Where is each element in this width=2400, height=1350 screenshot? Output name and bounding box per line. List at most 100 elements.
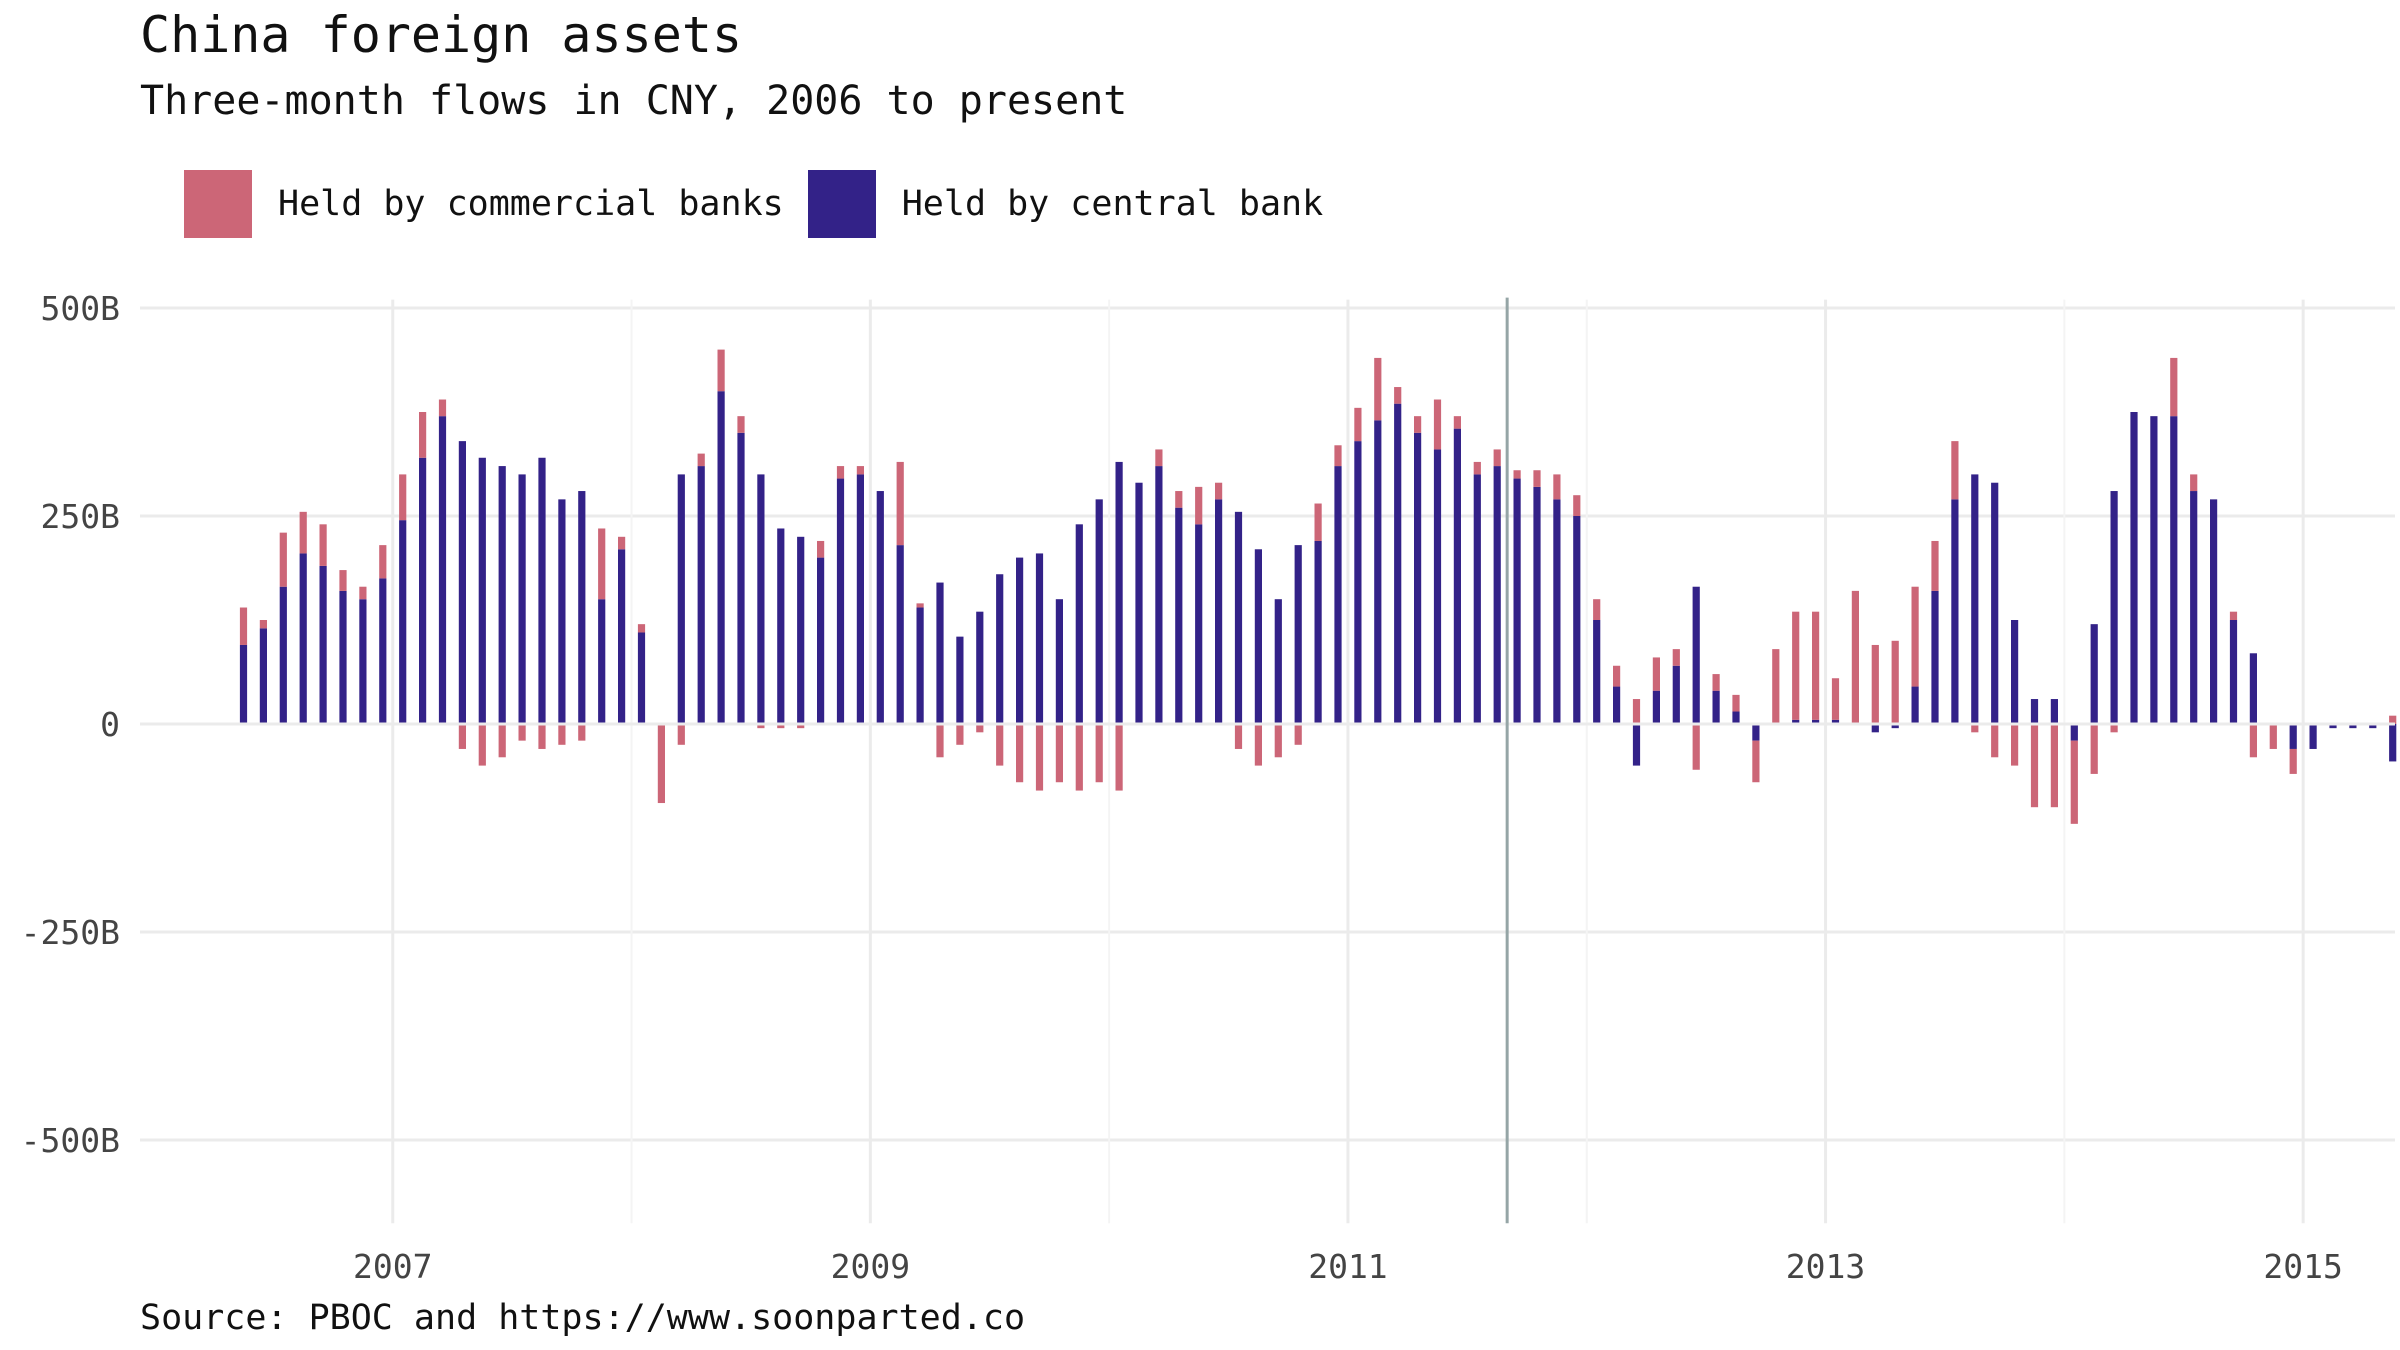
- bar-commercial-banks: [1632, 699, 1641, 724]
- reference-lines: [1505, 297, 1509, 1224]
- bar-commercial-banks: [1414, 416, 1422, 433]
- bar-commercial-banks: [1314, 503, 1322, 541]
- bar-central-bank: [339, 590, 347, 724]
- bar-central-bank: [996, 574, 1004, 724]
- bar-commercial-banks: [1433, 399, 1442, 450]
- bar-central-bank: [2110, 491, 2118, 724]
- legend-swatch-central-bank: [807, 170, 876, 238]
- bar-central-bank: [677, 474, 685, 724]
- x-tick-label: 2009: [831, 1247, 910, 1286]
- bar-central-bank: [1294, 545, 1302, 724]
- bar-commercial-banks: [2011, 724, 2019, 766]
- bar-commercial-banks: [1016, 724, 1024, 783]
- bar-central-bank: [2329, 724, 2337, 729]
- bar-central-bank: [2249, 653, 2257, 724]
- bar-central-bank: [1732, 711, 1740, 724]
- bar-central-bank: [936, 582, 944, 724]
- bar-commercial-banks: [1274, 724, 1282, 758]
- bar-central-bank: [1812, 719, 1820, 724]
- bars-layer: [239, 349, 2397, 824]
- x-tick-label: 2007: [353, 1247, 432, 1286]
- bar-commercial-banks: [1055, 724, 1063, 783]
- bar-central-bank: [578, 491, 586, 724]
- bar-central-bank: [2369, 724, 2377, 729]
- bar-commercial-banks: [1473, 461, 1481, 475]
- bar-commercial-banks: [777, 724, 785, 729]
- bar-central-bank: [259, 628, 267, 724]
- bar-commercial-banks: [1155, 449, 1163, 467]
- bar-commercial-banks: [518, 724, 526, 741]
- bar-central-bank: [836, 478, 845, 724]
- bar-commercial-banks: [558, 724, 566, 745]
- bar-commercial-banks: [2070, 740, 2078, 824]
- bar-commercial-banks: [1652, 657, 1660, 691]
- bar-commercial-banks: [856, 466, 864, 475]
- bar-central-bank: [1175, 507, 1183, 724]
- bar-commercial-banks: [737, 416, 745, 433]
- bar-commercial-banks: [1573, 495, 1581, 516]
- bar-central-bank: [2190, 491, 2198, 724]
- bar-commercial-banks: [1613, 665, 1621, 687]
- bar-central-bank: [1493, 466, 1501, 724]
- bar-commercial-banks: [836, 466, 845, 479]
- bar-central-bank: [1274, 599, 1282, 724]
- bar-commercial-banks: [618, 536, 626, 550]
- bar-commercial-banks: [1513, 470, 1521, 479]
- chart-subtitle: Three-month flows in CNY, 2006 to presen…: [140, 78, 1128, 124]
- bar-central-bank: [359, 599, 367, 724]
- bar-central-bank: [717, 391, 725, 724]
- bar-central-bank: [1035, 553, 1044, 724]
- bar-central-bank: [478, 457, 486, 724]
- bar-central-bank: [1075, 524, 1083, 724]
- bar-commercial-banks: [1931, 540, 1939, 591]
- chart-title: China foreign assets: [140, 6, 743, 64]
- bar-central-bank: [1533, 486, 1541, 724]
- bar-central-bank: [2289, 724, 2297, 749]
- bar-central-bank: [1513, 478, 1521, 724]
- bar-central-bank: [1712, 690, 1720, 724]
- legend-item-central-bank[interactable]: Held by central bank: [807, 170, 1323, 238]
- bar-central-bank: [2070, 724, 2078, 741]
- x-tick-label: 2015: [2263, 1247, 2342, 1286]
- bar-central-bank: [379, 578, 387, 724]
- bar-commercial-banks: [2249, 724, 2257, 758]
- bar-commercial-banks: [2050, 724, 2058, 808]
- bar-commercial-banks: [2289, 748, 2297, 774]
- bar-central-bank: [2090, 624, 2098, 724]
- bar-central-bank: [1433, 449, 1442, 724]
- bar-commercial-banks: [2170, 357, 2178, 417]
- source-note: Source: PBOC and https://www.soonparted.…: [140, 1298, 1026, 1338]
- bar-commercial-banks: [996, 724, 1004, 766]
- bar-central-bank: [1394, 403, 1402, 724]
- bar-central-bank: [2349, 724, 2357, 729]
- bar-central-bank: [1354, 441, 1362, 724]
- bar-central-bank: [1871, 724, 1879, 733]
- bar-commercial-banks: [2030, 724, 2039, 808]
- bar-central-bank: [598, 599, 606, 724]
- bar-central-bank: [1055, 599, 1063, 724]
- bar-central-bank: [1374, 420, 1382, 724]
- bar-central-bank: [777, 528, 785, 724]
- bar-commercial-banks: [1553, 474, 1561, 500]
- bar-commercial-banks: [976, 724, 984, 733]
- bar-commercial-banks: [1971, 724, 1979, 733]
- bar-commercial-banks: [438, 399, 447, 417]
- bar-central-bank: [1195, 524, 1203, 724]
- bar-central-bank: [399, 520, 407, 724]
- bar-central-bank: [1135, 482, 1143, 724]
- bar-central-bank: [2309, 724, 2317, 749]
- bar-central-bank: [637, 632, 646, 724]
- bar-commercial-banks: [299, 511, 307, 554]
- bar-central-bank: [1215, 499, 1223, 724]
- bar-central-bank: [1692, 586, 1700, 724]
- bar-commercial-banks: [1254, 724, 1262, 766]
- legend-item-commercial-banks[interactable]: Held by commercial banks: [184, 170, 784, 238]
- bar-commercial-banks: [419, 412, 427, 458]
- bar-commercial-banks: [677, 724, 685, 745]
- bar-commercial-banks: [1294, 724, 1302, 745]
- bar-central-bank: [817, 557, 825, 724]
- bar-central-bank: [2229, 620, 2238, 724]
- bar-central-bank: [558, 499, 566, 724]
- bar-central-bank: [1672, 665, 1680, 724]
